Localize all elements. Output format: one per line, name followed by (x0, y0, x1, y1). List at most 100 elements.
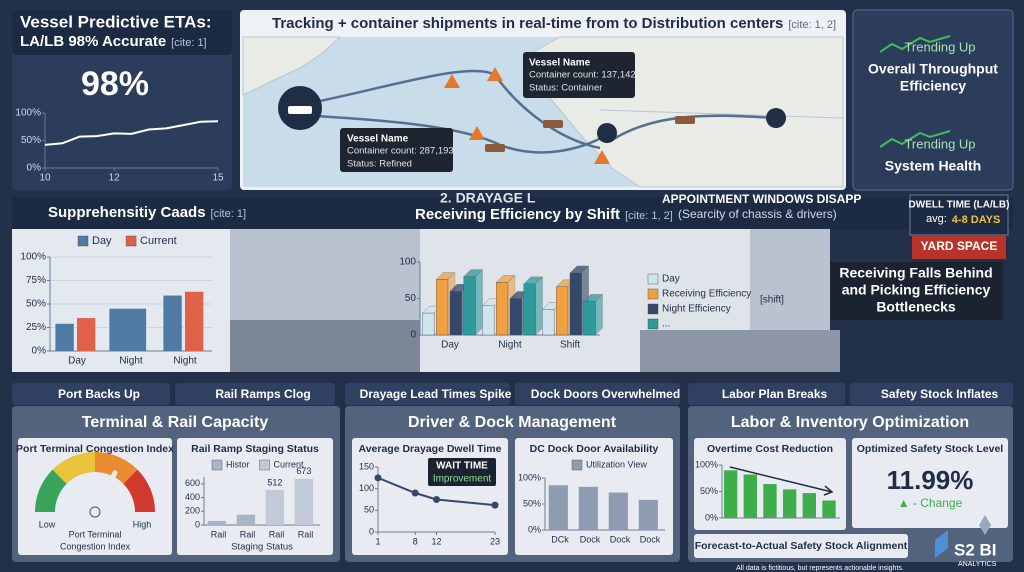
footnote: All data is fictitious, but represents a… (736, 565, 904, 572)
tab (12, 383, 170, 405)
logo: ANALYTICS (958, 561, 997, 568)
callout-box (428, 458, 496, 486)
legend-swatch (647, 288, 659, 300)
yard-box (912, 235, 1006, 259)
bar (548, 485, 568, 530)
line (44, 120, 219, 146)
label: Vessel Predictive ETAs: (20, 12, 212, 31)
bar (185, 291, 204, 351)
y-tick-label: 100% (15, 108, 41, 119)
cite: [cite: 1] (211, 208, 246, 220)
x-tick-label: Dock (640, 534, 661, 544)
warning-icon (487, 67, 503, 81)
label: Congestion Index (60, 541, 131, 551)
bar (55, 323, 74, 351)
x-tick-label: Dock (580, 534, 601, 544)
legend-label: Day (662, 274, 680, 285)
bar (822, 500, 836, 518)
point (491, 501, 499, 509)
legend-swatch (259, 459, 270, 471)
y-tick-label: 50 (364, 505, 374, 515)
label: Optimized Safety Stock Level (857, 443, 1004, 455)
label: Vessel Name (529, 58, 591, 69)
y-tick-label: 0% (32, 346, 47, 357)
legend-label: Receiving Efficiency (662, 289, 751, 300)
bar (583, 301, 596, 336)
x-tick-label: Rail (269, 529, 285, 539)
x-tick-label: 1 (375, 536, 380, 546)
legend-label: Night Efficiency (662, 304, 731, 315)
label: Trending Up (904, 39, 975, 54)
label: Port Terminal (69, 529, 122, 539)
x-tick-label: Night (119, 356, 143, 367)
label: Overall Throughput (868, 61, 998, 77)
x-tick-label: Rail (240, 529, 256, 539)
route (299, 113, 608, 154)
bar (542, 309, 555, 336)
label: DC Dock Door Availability (530, 443, 659, 455)
note: [shift] (760, 295, 784, 306)
label: avg: (926, 213, 947, 225)
x-tick-label: 15 (212, 173, 224, 184)
y-tick-label: 100 (359, 483, 374, 493)
x-tick-label: 8 (413, 536, 418, 546)
cite: [cite: 1] (171, 37, 206, 49)
x-tick-label: DCk (551, 534, 569, 544)
tab (515, 383, 680, 405)
point (433, 496, 440, 503)
tab (345, 383, 510, 405)
label: Efficiency (900, 78, 966, 94)
y-tick-label: 0% (528, 524, 541, 534)
y-tick-label: 50 (405, 293, 417, 304)
tab (175, 383, 335, 405)
bar (463, 276, 476, 336)
kpi-value: 11.99% (887, 465, 974, 495)
x-tick-label: Night (498, 340, 522, 351)
label: System Health (885, 158, 981, 174)
panel-header (12, 10, 232, 55)
tab-label: Rail Ramps Clog (215, 387, 310, 401)
tab (850, 383, 1013, 405)
band-header (12, 197, 1013, 229)
gauge-band (35, 469, 68, 513)
label: Port Terminal Congestion Index (16, 443, 174, 455)
label: Forecast-to-Actual Safety Stock Alignmen… (695, 540, 908, 552)
y-tick-label: 100% (518, 472, 541, 482)
label: Status: Container (529, 83, 602, 94)
panel-title: Tracking + container shipments in real-t… (272, 15, 783, 32)
cite: 4-8 DAYS (952, 214, 1001, 226)
warning-icon (444, 74, 460, 88)
bar (236, 514, 256, 525)
callout-box (830, 262, 1003, 320)
label: Container count: 137,142 (529, 70, 636, 81)
point (411, 489, 419, 497)
logo-mark (935, 530, 948, 558)
bar-side (475, 269, 483, 336)
trend-line (879, 35, 951, 53)
gauge-hub (89, 506, 101, 518)
tooltip (523, 52, 635, 98)
tab-label: Dock Doors Overwhelmed (531, 387, 680, 401)
section-title: Terminal & Rail Capacity (82, 414, 269, 431)
bar (523, 283, 536, 336)
bar (638, 499, 658, 530)
tab-label: Labor Plan Breaks (722, 387, 828, 401)
label: Bottlenecks (876, 299, 956, 315)
x-tick-label: 12 (109, 173, 121, 184)
legend-label: Day (92, 235, 112, 247)
x-tick-label: Day (441, 340, 459, 351)
y-tick-label: 50% (523, 498, 541, 508)
bar (482, 305, 495, 336)
line (377, 476, 496, 507)
y-tick-label: 0% (705, 512, 718, 522)
label: YARD SPACE (921, 239, 998, 253)
y-tick-label: 50% (700, 486, 718, 496)
bar (802, 493, 817, 518)
label: Receiving Efficiency by Shift (415, 206, 620, 223)
label: Receiving Falls Behind (839, 265, 992, 281)
logo: S2 BI (954, 540, 997, 559)
legend-swatch (647, 318, 659, 330)
dwell-box (909, 194, 1009, 236)
label: Vessel Name (347, 134, 409, 145)
